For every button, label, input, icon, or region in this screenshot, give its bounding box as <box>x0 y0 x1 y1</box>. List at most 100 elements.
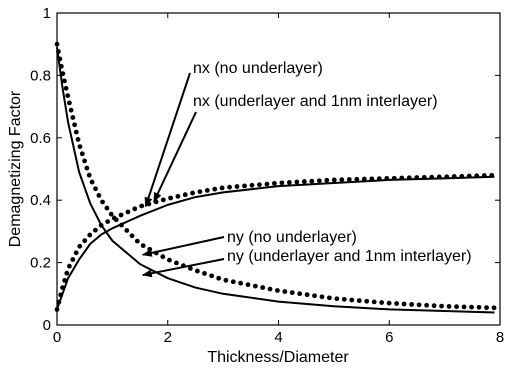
series-dot <box>182 192 188 198</box>
series-dot <box>89 179 95 185</box>
series-dot <box>267 286 273 292</box>
series-dot <box>67 263 72 269</box>
series-dot <box>316 178 322 184</box>
series-dot <box>466 173 472 179</box>
series-dot <box>257 182 262 188</box>
series-dot <box>60 71 66 77</box>
series-dot <box>238 280 244 286</box>
series-dot <box>354 176 360 182</box>
series-dot <box>234 184 240 189</box>
series-dot <box>326 295 332 301</box>
series-dot <box>160 254 166 260</box>
series-dot <box>100 199 105 205</box>
y-tick-label: 0.8 <box>30 67 51 84</box>
annotation-nx-underlayer-and-1nm-interlayer: nx (underlayer and 1nm interlayer) <box>153 93 438 203</box>
series-dot <box>62 277 68 283</box>
series-dot <box>73 129 79 135</box>
series-dot <box>379 300 385 305</box>
x-tick-label: 4 <box>274 329 282 346</box>
series-dot <box>125 209 131 215</box>
y-axis-label: Demagnetizing Factor <box>7 90 24 247</box>
series-dot <box>394 301 400 306</box>
x-tick-label: 0 <box>53 329 61 346</box>
series-dot <box>124 228 130 233</box>
series-dot <box>461 304 467 310</box>
series-dot <box>160 197 166 203</box>
annotation-arrow <box>153 111 197 203</box>
series-dot <box>139 203 145 209</box>
series-dot <box>481 173 487 178</box>
series-dot <box>202 271 207 276</box>
series-dot <box>294 179 300 185</box>
series-dot <box>167 257 172 263</box>
series-dot <box>93 186 98 192</box>
series-dot <box>245 282 251 288</box>
series-dot <box>286 180 292 185</box>
series-dot <box>75 136 81 142</box>
series-dot <box>65 93 71 98</box>
series-dot <box>86 172 92 178</box>
series-dot <box>364 298 370 304</box>
series-dot <box>491 305 497 311</box>
x-axis-label: Thickness/Diameter <box>207 349 349 366</box>
x-tick-label: 2 <box>164 329 172 346</box>
series-dot <box>346 177 352 182</box>
y-tick-label: 0.2 <box>30 255 51 272</box>
series-dot <box>275 288 280 293</box>
series-dot <box>175 193 181 199</box>
series-dot <box>68 107 74 113</box>
y-tick-label: 0.6 <box>30 130 51 147</box>
series-dot <box>304 292 310 298</box>
series-dot <box>252 283 258 289</box>
series-dot <box>416 302 422 308</box>
series-dot <box>451 174 457 179</box>
series-dot <box>60 285 65 290</box>
series-dot <box>444 174 450 180</box>
axis-ticks <box>56 12 501 326</box>
series-dot <box>264 181 270 187</box>
series-line-ny-no-underlayer <box>56 47 495 314</box>
annotation-label: ny (no underlayer) <box>227 229 357 246</box>
y-tick-label: 1 <box>43 5 51 22</box>
series-dot <box>82 238 88 244</box>
series-dot <box>132 206 138 212</box>
y-tick-label: 0 <box>43 317 51 334</box>
series-dot <box>334 296 340 302</box>
series-dot <box>406 175 412 181</box>
series-dot <box>469 304 474 310</box>
series-dot <box>77 243 83 249</box>
series-dot <box>62 78 67 84</box>
series-dot <box>119 222 124 228</box>
series-dot <box>484 305 489 310</box>
annotation-layer: nx (no underlayer) nx (underlayer and 1nm… <box>141 60 472 278</box>
series-dot <box>414 175 420 180</box>
series-dot <box>58 63 64 69</box>
series-dot <box>249 182 255 188</box>
series-dot <box>140 243 146 249</box>
annotation-ny-no-underlayer: ny (no underlayer) <box>141 229 357 257</box>
series-dot <box>431 303 437 309</box>
series-dot <box>459 173 465 179</box>
series-dot <box>92 227 98 233</box>
series-dot <box>309 178 315 184</box>
series-dot <box>113 217 119 223</box>
annotation-arrow <box>144 72 191 208</box>
series-dot <box>204 187 210 193</box>
series-dot <box>223 277 229 283</box>
series-dot <box>197 189 203 195</box>
series-dot <box>476 304 482 310</box>
annotation-arrow <box>141 258 225 278</box>
annotation-nx-no-underlayer: nx (no underlayer) <box>144 60 323 208</box>
series-dot <box>386 300 392 306</box>
series-dot <box>279 180 285 186</box>
x-tick-labels: 0 2 4 6 8 <box>53 329 504 346</box>
x-tick-label: 8 <box>496 329 504 346</box>
series-dot <box>439 303 444 309</box>
series-dot <box>56 299 62 305</box>
series-dot <box>118 212 124 218</box>
series-dot <box>58 292 64 298</box>
series-line-nx-no-underlayer <box>56 175 495 310</box>
x-tick-label: 6 <box>385 329 393 346</box>
series-dot <box>242 183 247 189</box>
